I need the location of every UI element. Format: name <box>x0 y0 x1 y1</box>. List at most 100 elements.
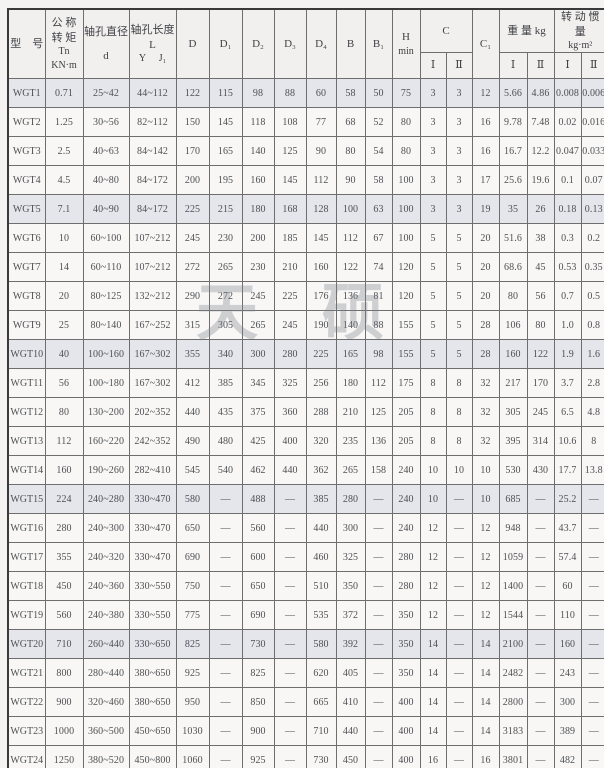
table-row: WGT2 1.25 30~56 82~112 150 145 118 108 77 68 52 80 3… <box>7 107 604 138</box>
value-cell: 7.1 <box>44 194 84 225</box>
value-cell: — <box>580 513 604 544</box>
value-cell: 84~142 <box>128 136 177 167</box>
value-cell: — <box>273 600 307 631</box>
value-cell: 600 <box>241 542 275 573</box>
value-cell: 0.006 <box>580 78 604 109</box>
value-cell: 7.48 <box>526 107 555 138</box>
model-cell: WGT18 <box>7 571 46 602</box>
value-cell: 265 <box>241 310 275 341</box>
value-cell: 8 <box>419 426 447 457</box>
value-cell: 54 <box>364 136 393 167</box>
value-cell: 120 <box>391 252 421 283</box>
value-cell: 1.6 <box>580 339 604 370</box>
value-cell: — <box>580 745 604 768</box>
value-cell: — <box>445 542 473 573</box>
value-cell: 58 <box>335 78 366 109</box>
value-cell: 0.71 <box>44 78 84 109</box>
value-cell: — <box>273 571 307 602</box>
value-cell: 80~140 <box>82 310 130 341</box>
table-row: WGT17 355 240~320 330~470 690—600—460 325—280… <box>7 542 604 573</box>
model-cell: WGT17 <box>7 542 46 573</box>
value-cell: 112 <box>364 368 393 399</box>
value-cell: 140 <box>335 310 366 341</box>
model-cell: WGT5 <box>7 194 46 225</box>
value-cell: 125 <box>364 397 393 428</box>
value-cell: 107~212 <box>128 223 177 254</box>
value-cell: 180 <box>335 368 366 399</box>
table-row: WGT6 10 60~100 107~212 245 230 200 185 145 112 67 1… <box>7 223 604 254</box>
value-cell: 98 <box>364 339 393 370</box>
value-cell: 165 <box>335 339 366 370</box>
value-cell: 240~360 <box>82 571 130 602</box>
table-row: WGT11 56 100~180 167~302 412 385 345 325 256 180 1… <box>7 368 604 399</box>
table-row: WGT19 560 240~380 330~550 775—690—535 372—350… <box>7 600 604 631</box>
value-cell: 160 <box>305 252 337 283</box>
value-cell: — <box>526 629 555 660</box>
value-cell: 1400 <box>498 571 528 602</box>
value-cell: 160 <box>498 339 528 370</box>
value-cell: 380~650 <box>128 687 177 718</box>
value-cell: 210 <box>273 252 307 283</box>
value-cell: 5 <box>419 281 447 312</box>
col-header-hmin: H min <box>391 8 421 80</box>
value-cell: 345 <box>241 368 275 399</box>
value-cell: 330~550 <box>128 600 177 631</box>
model-cell: WGT14 <box>7 455 46 486</box>
value-cell: 1030 <box>175 716 210 747</box>
value-cell: 5 <box>445 339 473 370</box>
value-cell: — <box>208 571 243 602</box>
value-cell: 160 <box>241 165 275 196</box>
value-cell: 12 <box>471 542 500 573</box>
value-cell: — <box>526 687 555 718</box>
value-cell: — <box>208 542 243 573</box>
value-cell: 145 <box>208 107 243 138</box>
value-cell: 63 <box>364 194 393 225</box>
value-cell: 5 <box>445 281 473 312</box>
value-cell: 325 <box>273 368 307 399</box>
value-cell: 355 <box>44 542 84 573</box>
value-cell: 8 <box>445 368 473 399</box>
model-cell: WGT15 <box>7 484 46 515</box>
value-cell: 25.6 <box>498 165 528 196</box>
value-cell: 167~302 <box>128 368 177 399</box>
value-cell: 100 <box>391 165 421 196</box>
value-cell: 130~200 <box>82 397 130 428</box>
value-cell: 155 <box>391 339 421 370</box>
col-header-inertia-i: Ⅰ <box>553 52 582 80</box>
value-cell: 150 <box>175 107 210 138</box>
value-cell: 3 <box>445 165 473 196</box>
value-cell: 425 <box>241 426 275 457</box>
value-cell: 224 <box>44 484 84 515</box>
value-cell: — <box>208 513 243 544</box>
value-cell: 225 <box>175 194 210 225</box>
value-cell: — <box>445 745 473 768</box>
value-cell: 482 <box>553 745 582 768</box>
value-cell: 2100 <box>498 629 528 660</box>
col-header-weight-ii: Ⅱ <box>526 52 555 80</box>
value-cell: 60 <box>305 78 337 109</box>
value-cell: 265 <box>208 252 243 283</box>
value-cell: 60~100 <box>82 223 130 254</box>
value-cell: 260~440 <box>82 629 130 660</box>
value-cell: 14 <box>419 629 447 660</box>
col-header-d1: D₁ <box>208 8 243 80</box>
value-cell: 230 <box>208 223 243 254</box>
value-cell: 195 <box>208 165 243 196</box>
value-cell: 158 <box>364 455 393 486</box>
value-cell: 535 <box>305 600 337 631</box>
value-cell: 0.53 <box>553 252 582 283</box>
value-cell: 2800 <box>498 687 528 718</box>
col-header-d: D <box>175 8 210 80</box>
value-cell: 280 <box>391 542 421 573</box>
value-cell: 330~550 <box>128 571 177 602</box>
col-header-torque: 公 称 转 矩 Tn KN·m <box>44 8 84 80</box>
value-cell: 340 <box>208 339 243 370</box>
value-cell: — <box>273 687 307 718</box>
value-cell: 280 <box>335 484 366 515</box>
model-cell: WGT12 <box>7 397 46 428</box>
value-cell: 8 <box>419 368 447 399</box>
value-cell: 3 <box>419 107 447 138</box>
value-cell: 60~110 <box>82 252 130 283</box>
col-header-b1: B₁ <box>364 8 393 80</box>
value-cell: 125 <box>273 136 307 167</box>
